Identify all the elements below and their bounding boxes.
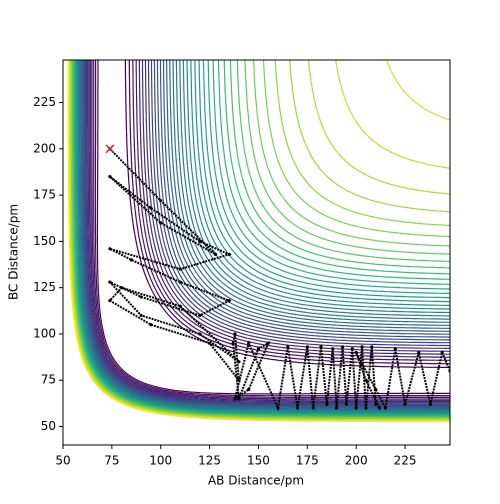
trajectory-point (428, 402, 433, 406)
x-tick-label: 150 (247, 454, 270, 468)
contour-line (88, 60, 450, 403)
trajectory-point (247, 387, 251, 392)
y-tick-label: 50 (41, 419, 56, 433)
contour-line (91, 60, 450, 400)
trajectory-point (233, 332, 237, 336)
x-tick-label: 200 (345, 454, 368, 468)
trajectory-point (354, 406, 358, 410)
trajectory-point (149, 206, 153, 210)
trajectory-point (178, 267, 182, 271)
trajectory-point (364, 378, 368, 382)
trajectory-point (237, 360, 241, 364)
trajectory-point (335, 406, 339, 410)
trajectory-point (207, 341, 212, 345)
trajectory-point (340, 345, 345, 349)
trajectory-point (227, 252, 231, 256)
trajectory-point (374, 402, 378, 406)
trajectory-point (178, 280, 182, 284)
trajectory-point (231, 341, 235, 345)
plot-frame (62, 59, 451, 446)
trajectory-point (417, 350, 421, 355)
trajectory-point (393, 347, 397, 351)
trajectory-point (198, 313, 202, 318)
trajectory-point (178, 304, 182, 308)
trajectory-point (325, 402, 329, 406)
trajectory-point (227, 299, 231, 303)
trajectory-point (108, 175, 112, 179)
trajectory-point (247, 341, 251, 345)
trajectory-point (311, 406, 315, 410)
trajectory-point (286, 345, 290, 349)
trajectory-point (276, 406, 280, 410)
trajectory-point (350, 347, 354, 351)
x-tick-label: 100 (149, 454, 172, 468)
trajectory-point (364, 406, 368, 410)
trajectory-point (266, 341, 270, 345)
x-axis-label: AB Distance/pm (208, 474, 304, 488)
y-tick-label: 200 (33, 141, 56, 155)
y-tick-label: 225 (33, 95, 56, 109)
trajectory-point (360, 345, 364, 349)
start-marker (105, 144, 115, 154)
trajectory-point (198, 239, 202, 243)
trajectory-point (295, 406, 300, 410)
trajectory-point (237, 397, 241, 401)
trajectory-point (149, 323, 153, 327)
x-tick-label: 125 (198, 454, 221, 468)
trajectory-point (139, 295, 143, 299)
trajectory-point (374, 387, 378, 392)
trajectory-point (383, 406, 388, 410)
y-tick-label: 75 (41, 373, 56, 387)
contours (67, 60, 450, 423)
trajectory-point (440, 350, 444, 355)
trajectory-point (120, 286, 124, 290)
contour-line (82, 60, 450, 408)
y-tick-label: 100 (33, 326, 56, 340)
trajectory-point (256, 347, 261, 351)
trajectory-point (159, 221, 163, 225)
trajectory-point (354, 350, 358, 355)
x-tick-label: 225 (394, 454, 417, 468)
trajectory (108, 147, 450, 412)
trajectory-point (319, 345, 323, 349)
trajectory-point (233, 397, 237, 401)
contour-line (67, 60, 450, 423)
x-tick-label: 50 (55, 454, 70, 468)
trajectory-point (403, 402, 407, 406)
trajectory-point (108, 280, 112, 284)
contour-line (87, 60, 450, 404)
trajectory-point (370, 345, 374, 349)
y-axis-label: BC Distance/pm (7, 204, 21, 300)
x-tick-label: 75 (104, 454, 119, 468)
trajectory-point (213, 252, 218, 256)
trajectory-point (331, 347, 335, 351)
trajectory-point (159, 199, 163, 203)
contour-line (85, 60, 450, 406)
contour-line (81, 60, 450, 409)
trajectory-point (108, 247, 112, 251)
trajectory-point (378, 406, 382, 410)
contour-line (81, 60, 450, 410)
y-tick-label: 175 (33, 188, 56, 202)
trajectory-point (344, 402, 349, 406)
trajectory-point (129, 258, 134, 262)
trajectory-point (139, 313, 143, 318)
y-tick-label: 125 (33, 280, 56, 294)
contour-line (84, 60, 450, 407)
contour-line (90, 60, 450, 401)
trajectory-point (198, 332, 202, 336)
y-tick-label: 150 (33, 234, 56, 248)
trajectory-point (305, 345, 309, 349)
trajectory-point (237, 378, 241, 382)
contour-line (96, 60, 450, 395)
trajectory-point (108, 299, 112, 303)
x-tick-label: 175 (296, 454, 319, 468)
